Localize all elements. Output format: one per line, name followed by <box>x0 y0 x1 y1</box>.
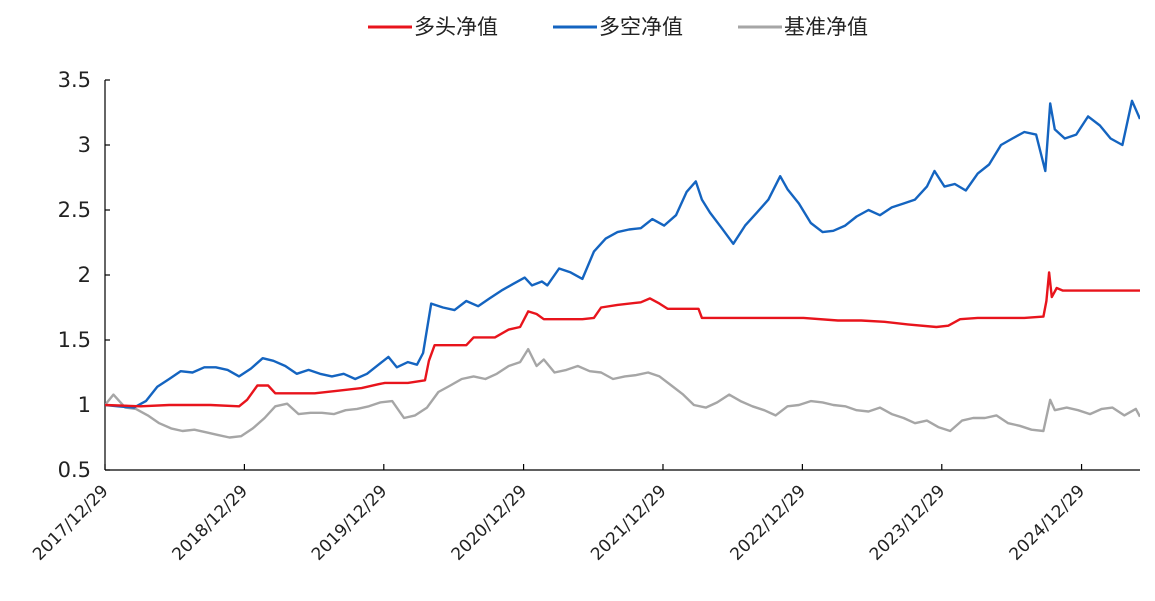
x-tick-label: 2020/12/29 <box>448 481 531 564</box>
y-tick-label: 1.5 <box>58 328 91 352</box>
legend-item-2: 基准净值 <box>738 15 868 39</box>
plot-area <box>105 99 1140 439</box>
legend-item-0: 多头净值 <box>368 15 498 39</box>
series-line-0 <box>105 271 1140 408</box>
y-axis: 0.5 1 1.5 2 2.5 3 3.5 <box>58 68 110 482</box>
y-tick-label: 2.5 <box>58 198 91 222</box>
legend: 多头净值 多空净值 基准净值 <box>368 15 868 39</box>
legend-label: 多头净值 <box>414 15 498 39</box>
x-tick-label: 2019/12/29 <box>308 481 391 564</box>
y-tick-label: 1 <box>78 393 91 417</box>
series-line-1 <box>105 99 1140 409</box>
y-tick-label: 2 <box>78 263 91 287</box>
x-tick-label: 2023/12/29 <box>866 481 949 564</box>
series-line-2 <box>105 347 1140 439</box>
y-tick-label: 3.5 <box>58 68 91 92</box>
x-tick-label: 2017/12/29 <box>29 481 112 564</box>
x-tick-label: 2022/12/29 <box>726 481 809 564</box>
legend-label: 基准净值 <box>784 15 868 39</box>
x-tick-label: 2021/12/29 <box>587 481 670 564</box>
x-tick-label: 2018/12/29 <box>169 481 252 564</box>
legend-item-1: 多空净值 <box>553 15 683 39</box>
x-axis: 2017/12/29 2018/12/29 2019/12/29 2020/12/29… <box>29 464 1140 565</box>
y-tick-label: 3 <box>78 133 91 157</box>
x-tick-label: 2024/12/29 <box>1006 481 1089 564</box>
legend-label: 多空净值 <box>599 15 683 39</box>
y-tick-label: 0.5 <box>58 458 91 482</box>
